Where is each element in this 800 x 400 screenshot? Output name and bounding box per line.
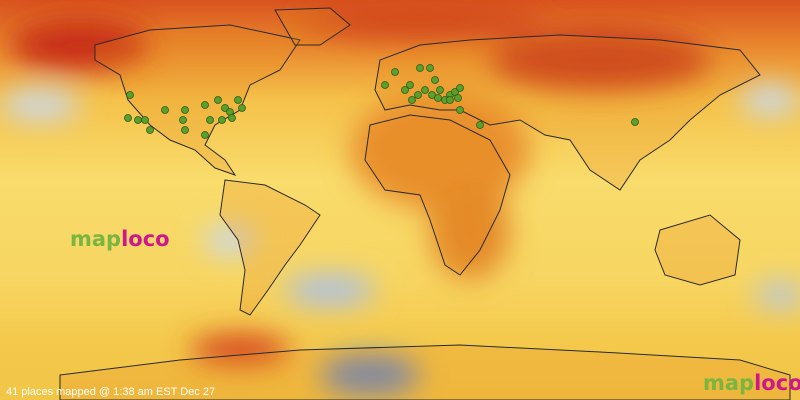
place-marker[interactable] [201,131,209,139]
place-marker[interactable] [436,86,444,94]
place-marker[interactable] [124,114,132,122]
place-marker[interactable] [126,91,134,99]
place-marker[interactable] [428,91,436,99]
place-marker[interactable] [414,91,422,99]
place-marker[interactable] [179,116,187,124]
place-marker[interactable] [406,81,414,89]
place-marker[interactable] [421,86,429,94]
place-marker[interactable] [146,126,154,134]
place-marker[interactable] [426,64,434,72]
place-marker[interactable] [391,68,399,76]
place-marker[interactable] [218,116,226,124]
place-marker[interactable] [434,94,442,102]
footer-status: 41 places mapped @ 1:38 am EST Dec 27 [6,386,215,398]
place-marker[interactable] [456,106,464,114]
logo-map: map [70,227,121,251]
place-marker[interactable] [234,96,242,104]
place-marker[interactable] [401,86,409,94]
place-marker[interactable] [454,94,462,102]
place-marker[interactable] [161,106,169,114]
place-marker[interactable] [181,126,189,134]
place-marker[interactable] [456,84,464,92]
place-marker[interactable] [201,101,209,109]
place-markers [124,64,639,139]
place-marker[interactable] [381,81,389,89]
logo-loco: loco [121,227,170,251]
place-marker[interactable] [206,116,214,124]
place-marker[interactable] [446,96,454,104]
place-marker[interactable] [141,116,149,124]
logo[interactable]: maploco [703,371,800,395]
place-marker[interactable] [451,88,459,96]
continents [59,7,791,400]
place-marker[interactable] [134,116,142,124]
place-marker[interactable] [416,64,424,72]
place-marker[interactable] [238,104,246,112]
logo-map: map [703,371,754,395]
place-marker[interactable] [631,118,639,126]
place-marker[interactable] [221,104,229,112]
place-marker[interactable] [476,121,484,129]
place-marker[interactable] [228,114,236,122]
place-marker[interactable] [431,76,439,84]
place-marker[interactable] [181,106,189,114]
logo-loco: loco [754,371,800,395]
place-marker[interactable] [408,96,416,104]
logo: maploco [70,227,170,251]
place-marker[interactable] [214,96,222,104]
